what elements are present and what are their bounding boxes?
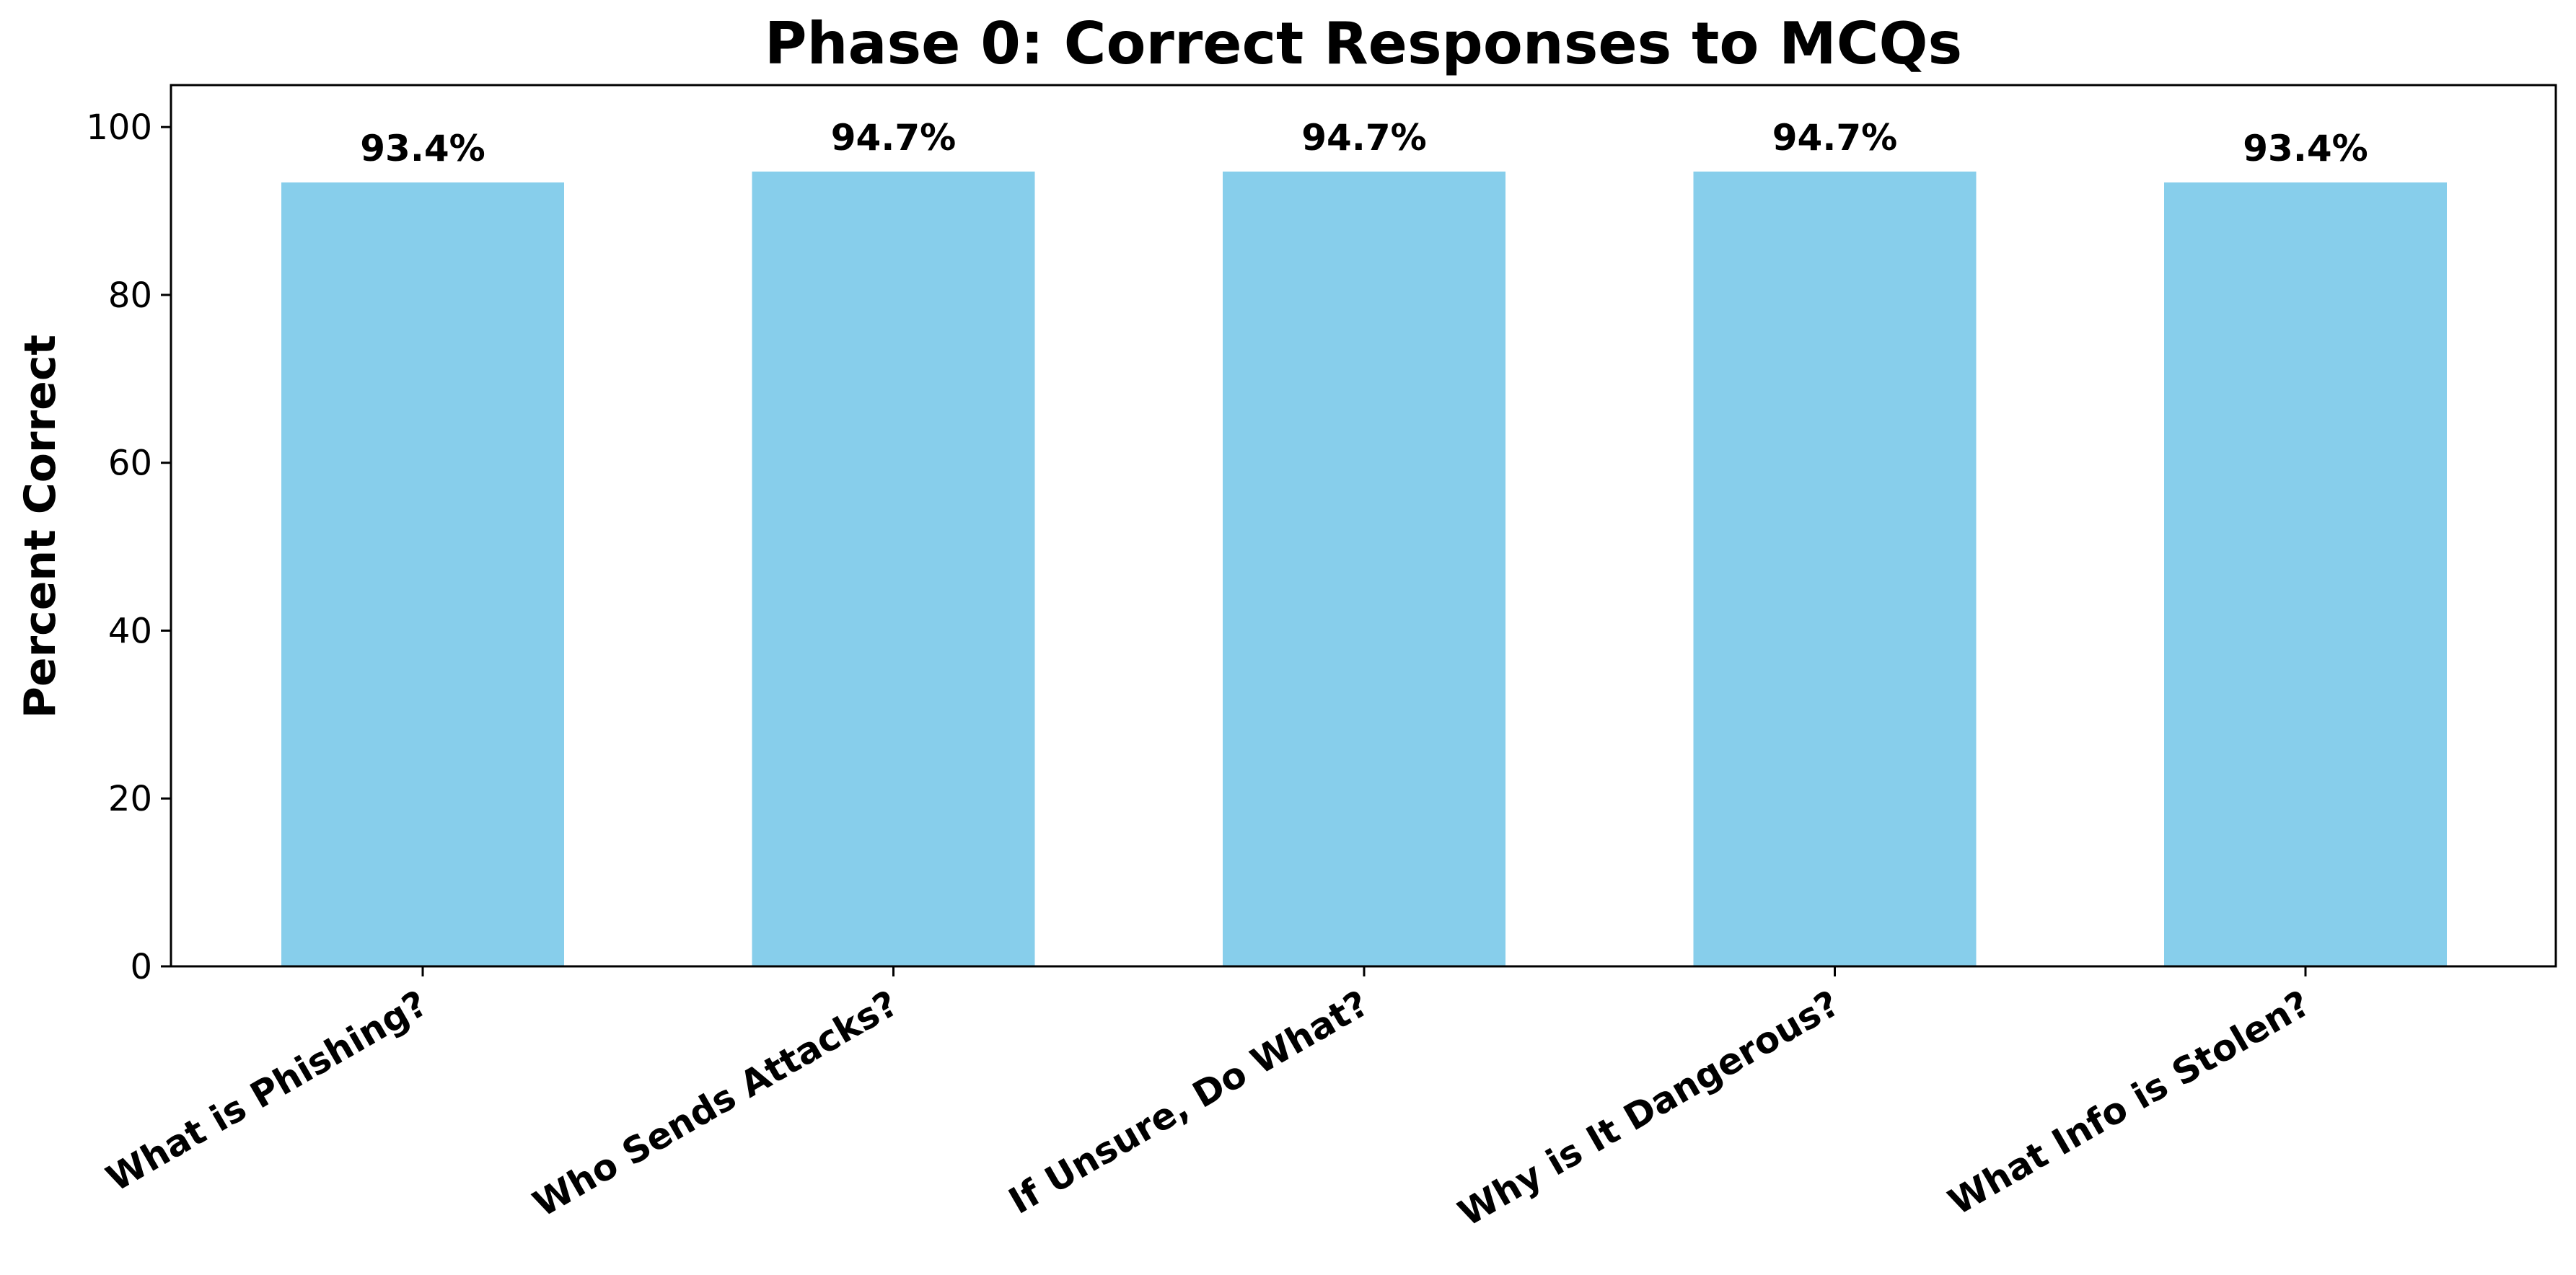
data-label: 94.7% (1301, 117, 1426, 159)
x-tick-label: Who Sends Attacks? (526, 982, 905, 1225)
bar (1693, 171, 1977, 967)
y-tick-label: 100 (86, 107, 152, 148)
data-label: 94.7% (1772, 117, 1897, 159)
data-label: 93.4% (2243, 128, 2368, 169)
bar (752, 171, 1035, 967)
y-axis-ticks: 0 20 40 60 80 100 (86, 107, 171, 987)
x-tick-label: If Unsure, Do What? (1002, 982, 1376, 1222)
bars-group (281, 171, 2447, 967)
y-tick-label: 20 (108, 779, 152, 819)
data-label: 94.7% (831, 117, 956, 159)
x-axis-ticks: What is Phishing? Who Sends Attacks? If Un… (100, 966, 2317, 1235)
x-tick-label: What Info is Stolen? (1941, 982, 2317, 1223)
y-tick-label: 0 (130, 947, 152, 987)
bar (1223, 171, 1505, 967)
plot-frame (170, 84, 2557, 968)
data-label: 93.4% (360, 128, 485, 169)
bar (2164, 182, 2447, 966)
chart-title: Phase 0: Correct Responses to MCQs (765, 10, 1962, 77)
x-tick-label: What is Phishing? (100, 982, 434, 1199)
x-tick-label: Why is It Dangerous? (1451, 982, 1847, 1235)
y-tick-label: 80 (108, 275, 152, 316)
data-labels-group: 93.4% 94.7% 94.7% 94.7% 93.4% (360, 117, 2368, 169)
bar (281, 182, 564, 966)
y-axis-label: Percent Correct (15, 335, 66, 718)
y-tick-label: 60 (108, 444, 152, 484)
y-tick-label: 40 (108, 611, 152, 651)
